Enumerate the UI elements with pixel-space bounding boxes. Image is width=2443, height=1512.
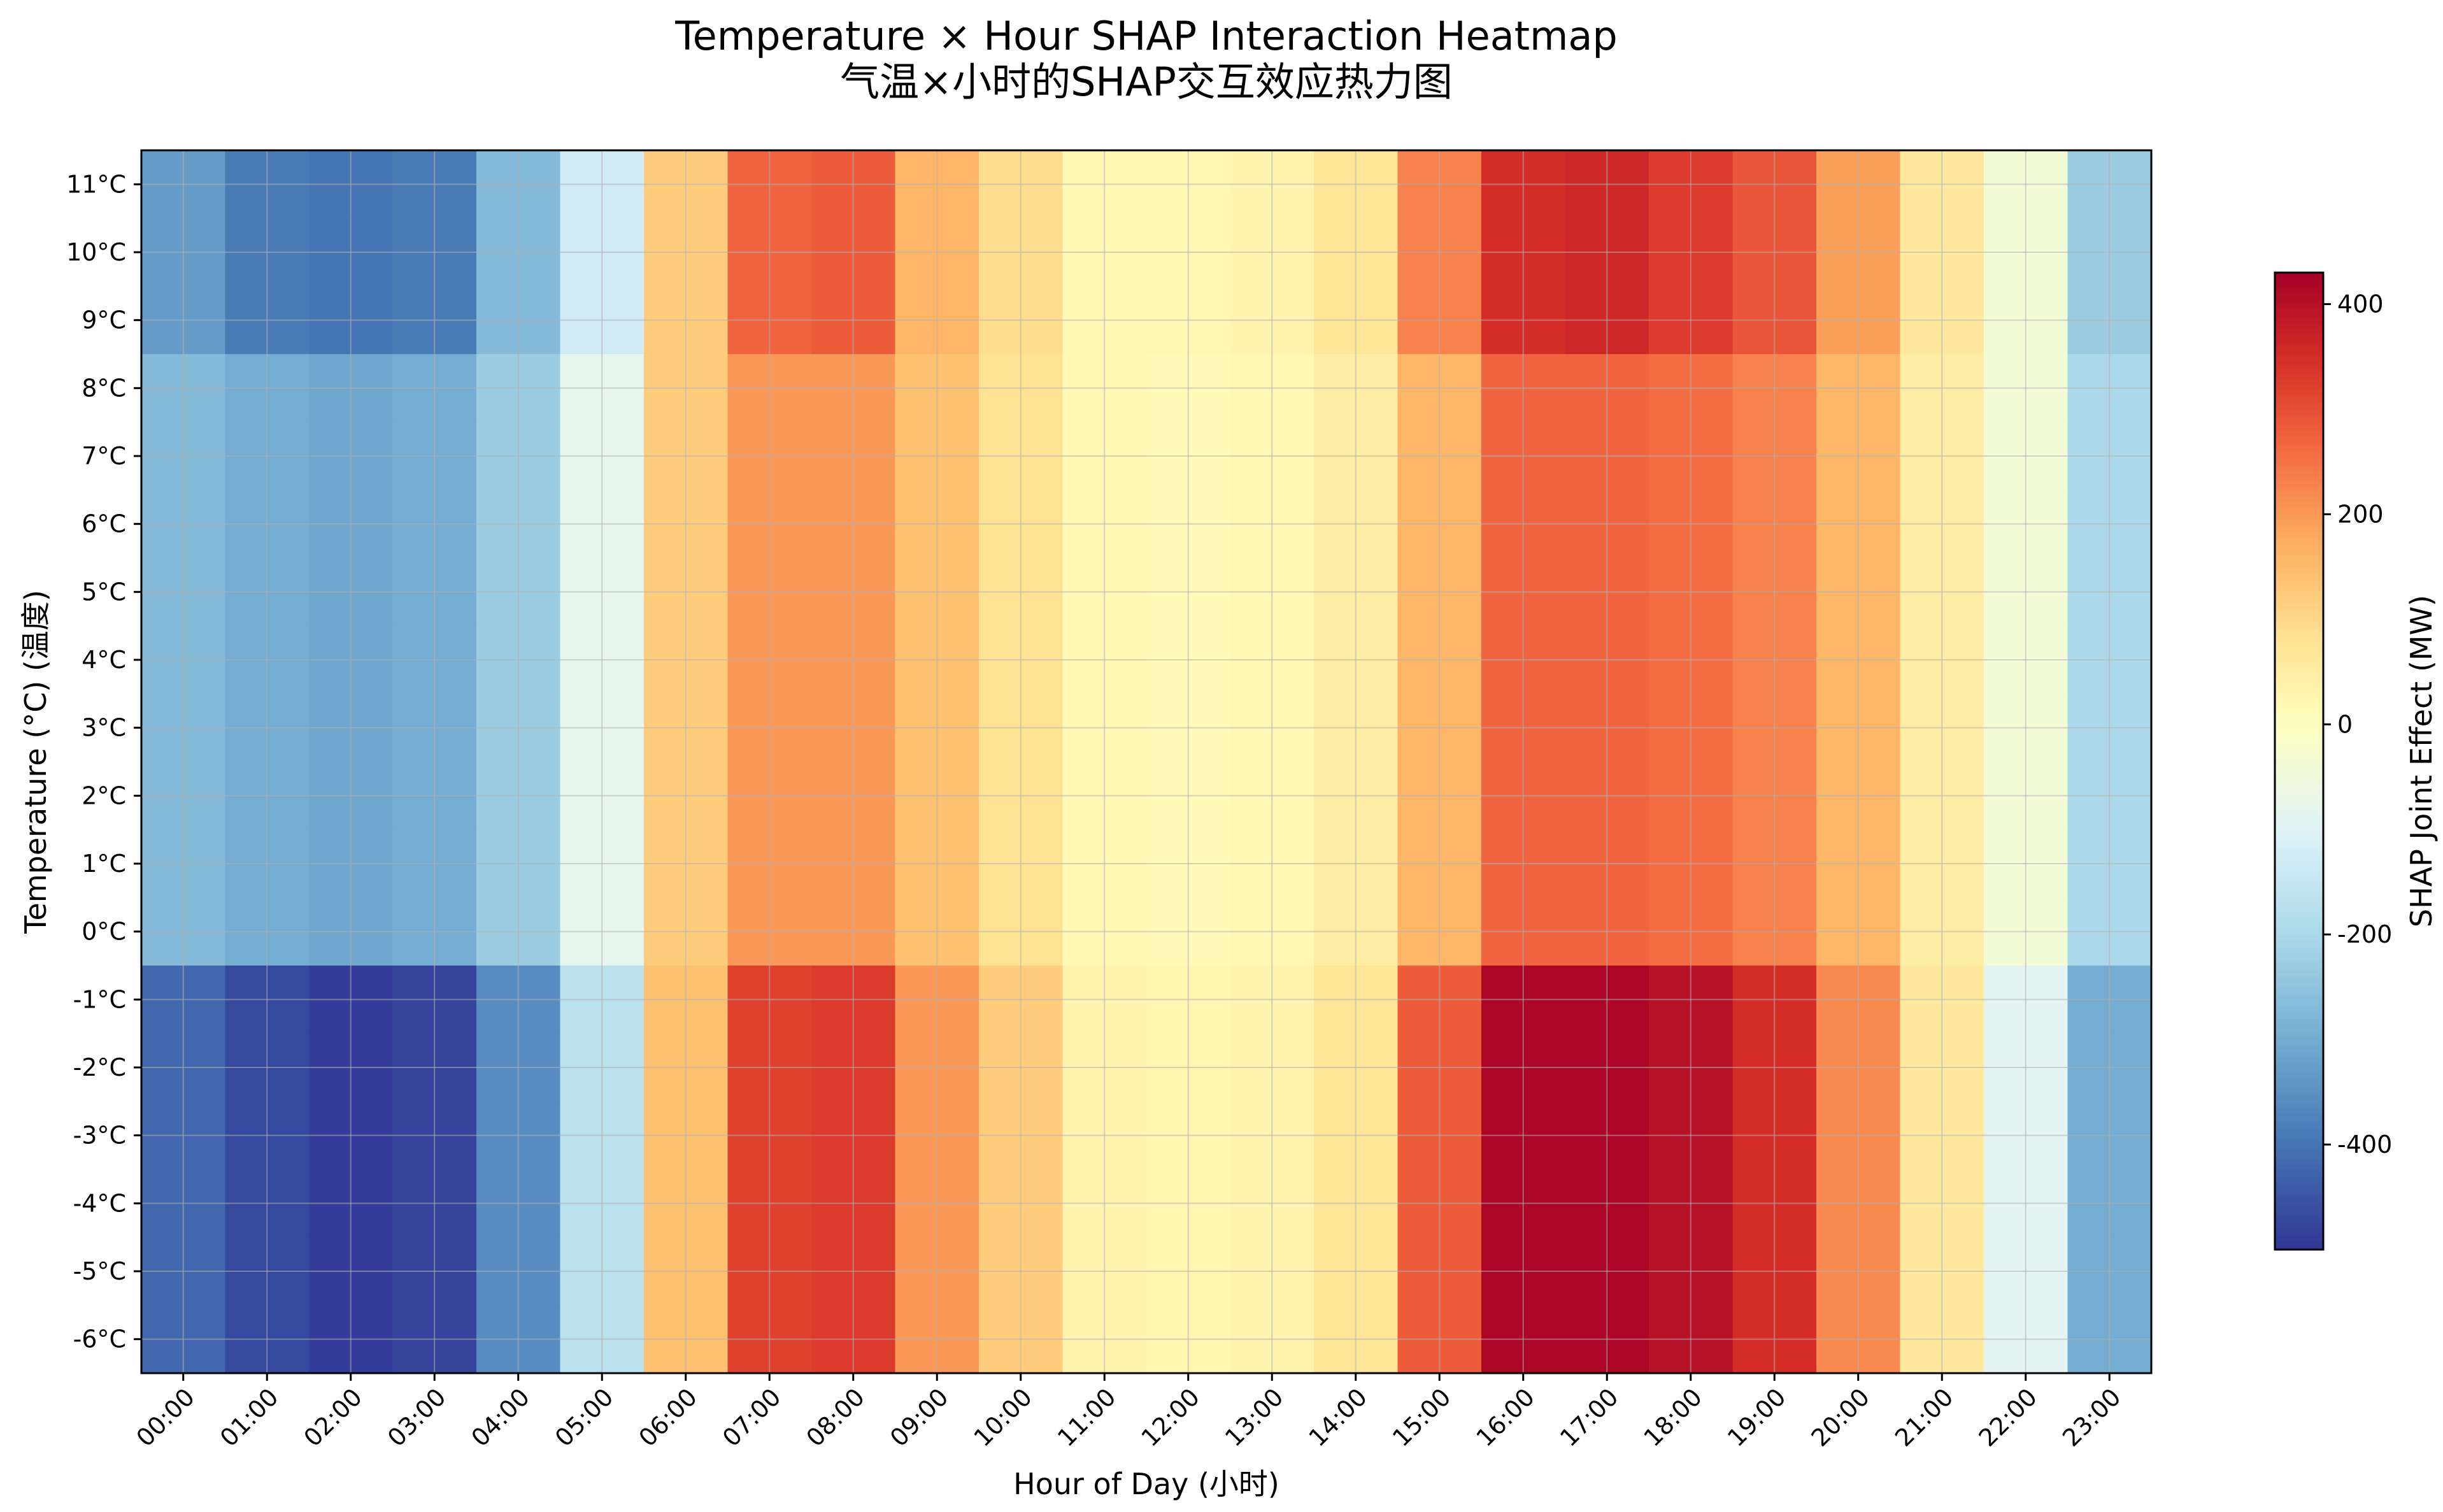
y-tick-label: -1°C bbox=[73, 985, 126, 1013]
heatmap-cells bbox=[141, 150, 2152, 1374]
y-tick-label: 0°C bbox=[82, 918, 126, 946]
y-tick-label: 10°C bbox=[66, 238, 126, 266]
y-tick-label: 2°C bbox=[82, 781, 126, 809]
colorbar-tick-label: 200 bbox=[2337, 500, 2384, 528]
colorbar-ticks: 400 200 0 -200 -400 bbox=[2323, 290, 2392, 1159]
y-tick-label: -2°C bbox=[73, 1053, 126, 1081]
x-tick-label: 03:00 bbox=[382, 1383, 452, 1452]
x-tick-label: 23:00 bbox=[2057, 1383, 2126, 1452]
heatmap-gridlines bbox=[141, 150, 2151, 1373]
x-tick-label: 12:00 bbox=[1136, 1383, 1206, 1452]
y-tick-label: -4°C bbox=[73, 1189, 126, 1217]
x-tick-label: 18:00 bbox=[1639, 1383, 1708, 1452]
plot-frame bbox=[140, 149, 2153, 1374]
y-tick-label: 4°C bbox=[82, 646, 126, 674]
x-tick-label: 06:00 bbox=[634, 1383, 703, 1452]
y-tick-label: 8°C bbox=[82, 374, 126, 402]
x-tick-label: 00:00 bbox=[131, 1383, 201, 1452]
x-tick-label: 02:00 bbox=[299, 1383, 368, 1452]
x-tick-label: 16:00 bbox=[1471, 1383, 1541, 1452]
y-tick-label: -6°C bbox=[73, 1325, 126, 1353]
x-tick-label: 17:00 bbox=[1555, 1383, 1624, 1452]
y-tick-label: 11°C bbox=[66, 170, 126, 198]
y-tick-label: -3°C bbox=[73, 1122, 126, 1150]
x-tick-label: 14:00 bbox=[1304, 1383, 1373, 1452]
x-tick-label: 04:00 bbox=[466, 1383, 536, 1452]
x-tick-label: 08:00 bbox=[801, 1383, 871, 1452]
chart-title: Temperature × Hour SHAP Interaction Heat… bbox=[674, 13, 1618, 59]
x-axis-ticks: 00:00 01:00 02:00 03:00 04:00 05:00 06:00 07:00… bbox=[131, 1373, 2126, 1452]
colorbar bbox=[2274, 271, 2325, 1251]
colorbar-tick-label: 0 bbox=[2337, 710, 2353, 738]
y-tick-label: -5°C bbox=[73, 1257, 126, 1285]
colorbar-tick-label: -400 bbox=[2337, 1130, 2392, 1159]
x-tick-label: 01:00 bbox=[215, 1383, 284, 1452]
x-tick-label: 09:00 bbox=[885, 1383, 954, 1452]
x-tick-label: 21:00 bbox=[1890, 1383, 1959, 1452]
x-axis-label: Hour of Day (小时) bbox=[1013, 1467, 1279, 1501]
y-tick-label: 7°C bbox=[82, 442, 126, 470]
x-tick-label: 22:00 bbox=[1974, 1383, 2043, 1452]
x-tick-label: 05:00 bbox=[550, 1383, 619, 1452]
y-tick-label: 6°C bbox=[82, 510, 126, 538]
colorbar-label: SHAP Joint Effect (MW) bbox=[2404, 595, 2439, 927]
y-axis-label: Temperature (°C) (温度) bbox=[18, 590, 53, 934]
y-axis-ticks: 11°C 10°C 9°C 8°C 7°C 6°C 5°C 4°C 3°C 2°C 1°C 0°C -1… bbox=[66, 170, 141, 1353]
x-tick-label: 19:00 bbox=[1722, 1383, 1791, 1452]
chart-subtitle: 气温×小时的SHAP交互效应热力图 bbox=[840, 59, 1453, 105]
y-tick-label: 3°C bbox=[82, 714, 126, 742]
x-tick-label: 13:00 bbox=[1220, 1383, 1289, 1452]
colorbar-tick-label: -200 bbox=[2337, 920, 2392, 948]
y-tick-label: 5°C bbox=[82, 578, 126, 606]
x-tick-label: 10:00 bbox=[969, 1383, 1038, 1452]
x-tick-label: 15:00 bbox=[1387, 1383, 1457, 1452]
y-tick-label: 9°C bbox=[82, 306, 126, 334]
x-tick-label: 20:00 bbox=[1806, 1383, 1876, 1452]
x-tick-label: 07:00 bbox=[717, 1383, 787, 1452]
colorbar-tick-label: 400 bbox=[2337, 290, 2384, 318]
y-tick-label: 1°C bbox=[82, 850, 126, 878]
x-tick-label: 11:00 bbox=[1052, 1383, 1122, 1452]
